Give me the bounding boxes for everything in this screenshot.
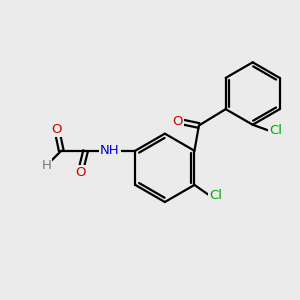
Text: H: H [41, 159, 51, 172]
Text: O: O [172, 115, 183, 128]
Text: O: O [75, 166, 86, 178]
Text: Cl: Cl [269, 124, 282, 137]
Text: Cl: Cl [209, 189, 222, 202]
Text: O: O [52, 123, 62, 136]
Text: NH: NH [100, 144, 120, 157]
